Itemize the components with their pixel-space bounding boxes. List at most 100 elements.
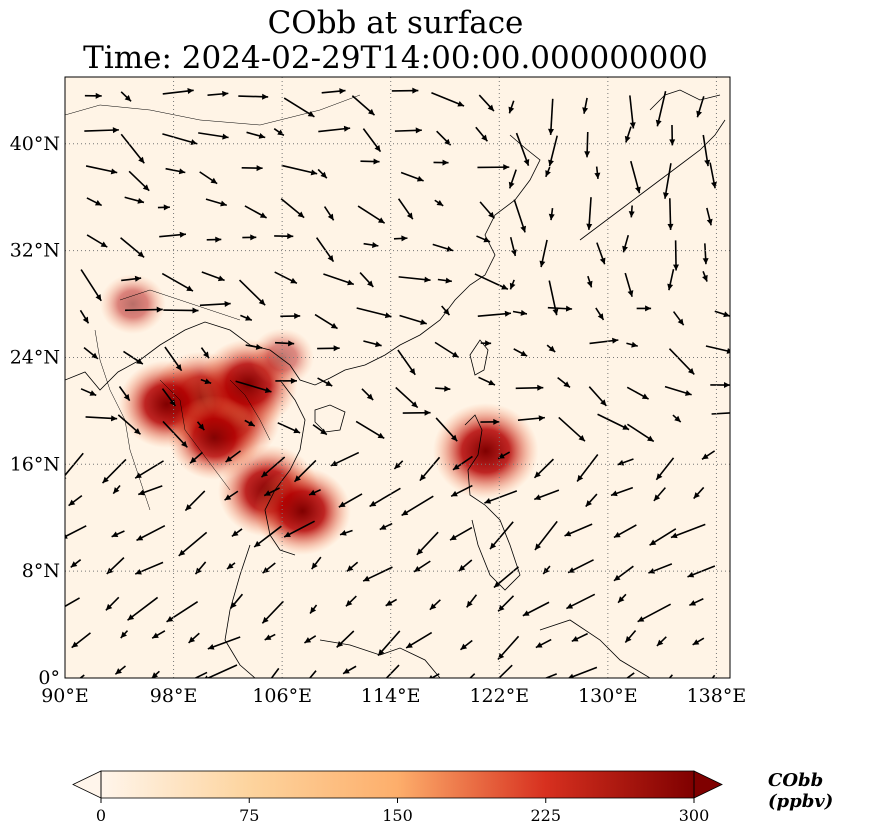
- wind-arrow-head: [284, 531, 291, 538]
- wind-arrow-head: [451, 490, 458, 497]
- colorbar-gradient: [101, 771, 694, 798]
- wind-arrow-head: [327, 213, 334, 221]
- wind-arrow: [270, 667, 280, 678]
- wind-arrow-head: [673, 264, 680, 271]
- wind-arrow-head: [264, 634, 272, 640]
- wind-arrow-head: [68, 499, 76, 506]
- wind-arrow-head: [631, 341, 638, 348]
- map-frame: [64, 76, 731, 679]
- wind-arrow-head: [261, 470, 268, 478]
- wind-arrow-head: [123, 394, 130, 401]
- wind-arrow-head: [566, 603, 574, 609]
- wind-arrow-head: [655, 119, 662, 127]
- gridlines: [65, 77, 730, 678]
- wind-arrow-head: [622, 424, 630, 430]
- wind-arrow-head: [420, 319, 427, 325]
- wind-arrow-head: [294, 313, 301, 320]
- wind-arrow-head: [231, 530, 239, 537]
- wind-arrow-head: [186, 285, 193, 292]
- wind-arrow-head: [702, 258, 709, 265]
- wind-arrow-head: [188, 636, 196, 643]
- wind-arrow-head: [166, 616, 174, 622]
- wind-arrow-head: [613, 574, 621, 581]
- wind-arrow-head: [307, 111, 315, 117]
- wind-arrow-head: [254, 540, 261, 547]
- wind-arrow-head: [493, 418, 500, 425]
- wind-arrow: [549, 98, 554, 136]
- wind-arrow-head: [543, 567, 550, 575]
- wind-arrow-head: [693, 492, 700, 499]
- wind-arrow-head: [446, 245, 454, 252]
- wind-arrow-head: [124, 94, 132, 102]
- wind-arrow-head: [412, 87, 419, 94]
- wind-arrow-head: [105, 603, 113, 611]
- wind-arrow-head: [436, 199, 444, 206]
- wind-arrow-head: [136, 534, 144, 541]
- wind-arrow-head: [82, 316, 89, 324]
- wind-arrow-head: [548, 345, 556, 352]
- wind-arrow: [656, 90, 667, 127]
- wind-arrow-head: [444, 385, 451, 392]
- wind-arrow: [474, 273, 509, 290]
- wind-arrow-head: [704, 159, 711, 167]
- colorbar-tick-label: 0: [96, 806, 106, 825]
- wind-arrow-head: [136, 358, 143, 365]
- wind-arrow-head: [340, 529, 347, 536]
- wind-arrow-head: [70, 561, 78, 568]
- colorbar: 0 75 150 225 300: [72, 770, 723, 825]
- wind-arrow: [711, 412, 730, 415]
- wind-arrow-head: [135, 472, 142, 479]
- wind-arrow-head: [248, 420, 255, 427]
- wind-arrow-head: [702, 274, 708, 282]
- wind-arrow-head: [110, 415, 118, 422]
- wind-arrow: [401, 495, 434, 517]
- wind-arrow-head: [429, 603, 437, 610]
- wind-arrow-head: [450, 434, 458, 442]
- wind-arrow-head: [701, 453, 709, 460]
- wind-arrow-head: [347, 279, 354, 286]
- wind-arrow-head: [142, 184, 150, 191]
- wind-arrow-head: [647, 435, 654, 442]
- wind-arrow-head: [330, 460, 338, 466]
- wind-arrow: [308, 670, 317, 678]
- wind-arrow-head: [409, 368, 416, 375]
- wind-arrow-head: [336, 641, 344, 648]
- wind-arrow-head: [445, 277, 452, 284]
- wind-arrow-head: [448, 693, 454, 699]
- wind-arrow-head: [339, 88, 346, 95]
- wind-arrow-head: [65, 533, 68, 539]
- wind-arrow-head: [135, 568, 142, 575]
- wind-arrow-head: [224, 494, 232, 501]
- wind-arrow: [166, 601, 199, 623]
- wind-arrow-head: [163, 204, 170, 211]
- wind-arrow: [430, 673, 440, 678]
- wind-arrow-head: [203, 351, 209, 359]
- hotspot-8: [99, 274, 166, 335]
- wind-arrow-head: [662, 192, 669, 199]
- wind-arrow-head: [706, 218, 713, 226]
- wind-arrow-head: [637, 616, 645, 622]
- wind-arrow: [178, 531, 208, 557]
- wind-arrow-head: [89, 390, 97, 396]
- wind-arrow-head: [509, 282, 516, 290]
- x-tick-label: 98°E: [150, 685, 198, 707]
- wind-arrow-head: [629, 122, 636, 129]
- wind-arrow: [125, 308, 163, 312]
- wind-arrow-head: [548, 159, 554, 167]
- wind-arrow-head: [415, 127, 422, 134]
- wind-arrow-head: [374, 145, 381, 152]
- wind-arrow-head: [416, 175, 424, 182]
- x-axis-ticks: 90°E 98°E 106°E 114°E 122°E 130°E 138°E: [41, 685, 746, 707]
- wind-arrow-head: [489, 542, 497, 550]
- wind-arrow-head: [578, 434, 585, 442]
- wind-arrow-head: [612, 337, 619, 344]
- wind-arrow-head: [179, 231, 186, 238]
- wind-arrow: [79, 674, 85, 678]
- wind-arrow-head: [185, 504, 192, 511]
- wind-arrow-head: [667, 283, 674, 291]
- wind-arrow-head: [250, 234, 257, 241]
- wind-arrow-head: [501, 284, 508, 290]
- wind-arrow-head: [481, 134, 488, 142]
- wind-arrow-head: [586, 280, 593, 288]
- wind-arrow-head: [628, 211, 635, 218]
